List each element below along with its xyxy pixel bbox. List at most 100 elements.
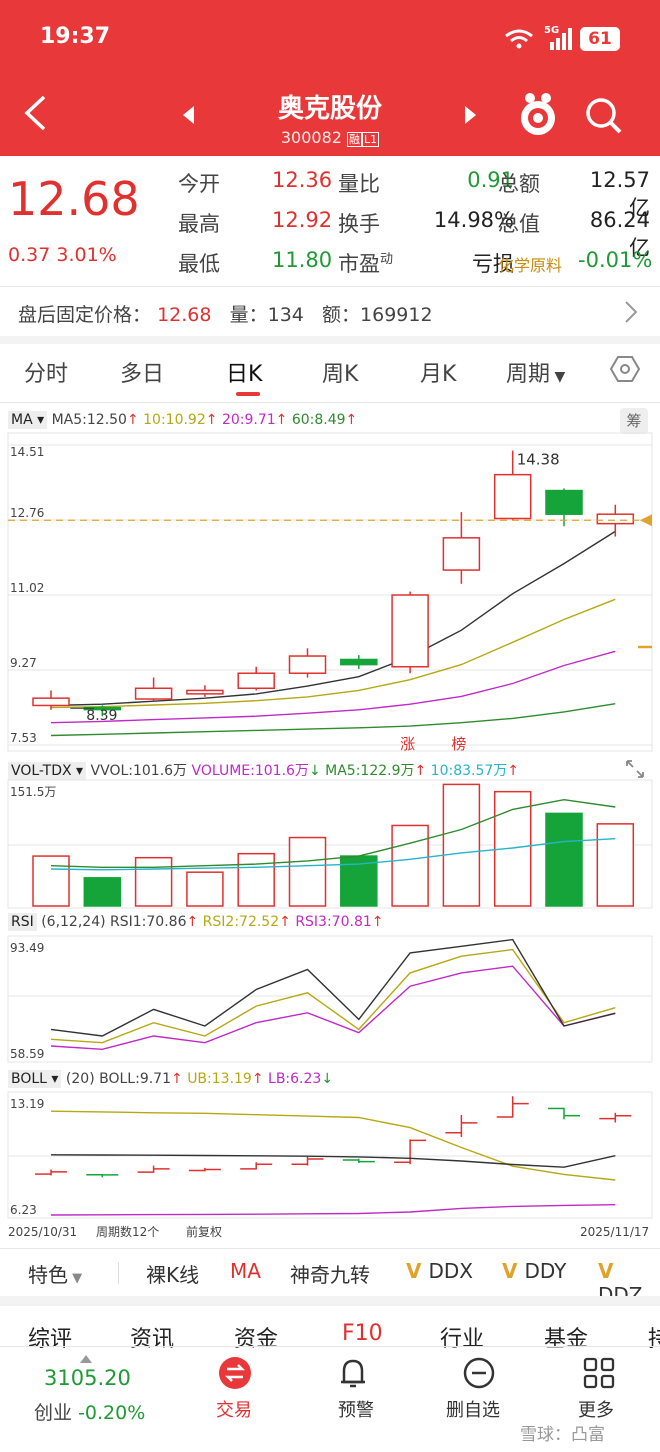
nav-label-1[interactable]: 交易 bbox=[216, 1400, 252, 1421]
volume-bar[interactable] bbox=[134, 856, 173, 907]
mascot-icon[interactable] bbox=[516, 92, 560, 142]
rsi-tick-label: 93.49 bbox=[10, 941, 44, 955]
index-value[interactable]: 3105.20 bbox=[44, 1366, 131, 1390]
volume-bar[interactable] bbox=[545, 812, 583, 907]
boll-selector[interactable]: BOLL ▾ bbox=[8, 1070, 62, 1088]
toolbar-item-3[interactable]: MA bbox=[230, 1259, 261, 1283]
ma10-value: 10:10.92 bbox=[143, 412, 206, 428]
divider bbox=[0, 402, 660, 403]
rsi2-line bbox=[50, 948, 616, 1044]
candle[interactable] bbox=[186, 689, 224, 695]
vol-selector[interactable]: VOL-TDX ▾ bbox=[8, 762, 87, 780]
search-icon[interactable] bbox=[584, 96, 624, 140]
chip-distribution-button[interactable]: 筹 bbox=[620, 408, 648, 434]
bell-icon[interactable] bbox=[336, 1356, 370, 1394]
toolbar-item-4[interactable]: 神奇九转 bbox=[290, 1259, 370, 1288]
ma-selector[interactable]: MA ▾ bbox=[8, 411, 48, 429]
vol-ma5-value: MA5:122.9万 bbox=[325, 763, 415, 779]
candle[interactable] bbox=[596, 513, 635, 525]
rsi-selector[interactable]: RSI bbox=[8, 913, 37, 931]
candle[interactable] bbox=[237, 672, 275, 690]
divider bbox=[0, 286, 660, 287]
nav-label-4[interactable]: 更多 bbox=[578, 1400, 614, 1421]
index-change: -0.20% bbox=[78, 1402, 146, 1424]
volume-bar[interactable] bbox=[596, 823, 635, 907]
candle[interactable] bbox=[340, 658, 378, 666]
caret-down-icon: ▼ bbox=[68, 1271, 83, 1286]
prev-stock-icon[interactable] bbox=[183, 106, 195, 128]
boll-params: (20) bbox=[65, 1071, 95, 1087]
back-icon[interactable] bbox=[22, 94, 48, 136]
candle[interactable] bbox=[288, 655, 327, 674]
candle[interactable] bbox=[134, 687, 173, 700]
boll-lb-value: LB:6.23 bbox=[268, 1071, 322, 1087]
quote-label: 今开 bbox=[178, 172, 220, 196]
toolbar-item-2[interactable]: 裸K线 bbox=[146, 1259, 199, 1288]
volume-bar[interactable] bbox=[32, 855, 70, 907]
price-tick-label: 7.53 bbox=[10, 731, 37, 745]
quote-value: 12.92 bbox=[272, 208, 333, 232]
info-tab-5[interactable]: 行业 bbox=[440, 1327, 485, 1352]
trade-icon[interactable] bbox=[218, 1356, 252, 1394]
divider bbox=[0, 336, 660, 344]
rsi-params: (6,12,24) bbox=[41, 914, 106, 930]
candle[interactable] bbox=[32, 697, 70, 707]
adjust-label: 前复权 bbox=[186, 1224, 222, 1239]
volume-bar[interactable] bbox=[442, 783, 481, 907]
candle[interactable] bbox=[545, 489, 583, 515]
rsi3-line bbox=[50, 965, 616, 1051]
tab-4[interactable]: 周K bbox=[322, 362, 359, 387]
tab-2[interactable]: 多日 bbox=[120, 362, 165, 387]
info-tab-7[interactable]: 持 bbox=[648, 1327, 660, 1352]
index-row[interactable]: 创业 -0.20% bbox=[34, 1398, 145, 1425]
expand-icon[interactable] bbox=[624, 758, 646, 784]
expand-up-icon[interactable] bbox=[80, 1348, 92, 1367]
volume-bar[interactable] bbox=[288, 836, 327, 907]
high-annotation: 14.38 bbox=[517, 451, 560, 469]
last-price: 12.68 bbox=[8, 172, 140, 226]
remove-watchlist-icon[interactable] bbox=[462, 1356, 496, 1394]
nav-label-2[interactable]: 预警 bbox=[338, 1400, 374, 1421]
toolbar-item-6[interactable]: V DDY bbox=[502, 1259, 566, 1283]
volume-bar[interactable] bbox=[391, 824, 429, 907]
caret-down-icon: ▼ bbox=[550, 369, 566, 385]
candle[interactable] bbox=[493, 473, 532, 520]
quote-value: -0.01% bbox=[578, 248, 653, 272]
volume-bar[interactable] bbox=[237, 852, 275, 907]
nav-label-3[interactable]: 删自选 bbox=[446, 1400, 500, 1421]
candle[interactable] bbox=[391, 594, 429, 668]
quote-value: 12.36 bbox=[272, 168, 333, 192]
next-stock-icon[interactable] bbox=[464, 106, 476, 128]
info-tab-2[interactable]: 资讯 bbox=[130, 1327, 175, 1352]
active-tab-indicator bbox=[236, 392, 260, 396]
volume-bar[interactable] bbox=[83, 877, 122, 907]
battery-level: 61 bbox=[588, 29, 612, 49]
toolbar-item-5[interactable]: V DDX bbox=[406, 1259, 473, 1283]
info-tab-1[interactable]: 综评 bbox=[28, 1327, 73, 1352]
tab-5[interactable]: 月K bbox=[420, 362, 457, 387]
quote-label: 最高 bbox=[178, 212, 220, 236]
toolbar-item-1[interactable]: 特色 ▼ bbox=[28, 1259, 82, 1288]
settings-hexagon-icon[interactable] bbox=[609, 354, 641, 388]
chevron-right-icon[interactable] bbox=[624, 300, 638, 328]
quote-value: 11.80 bbox=[272, 248, 333, 272]
ma20-value: 20:9.71 bbox=[221, 412, 276, 428]
candle[interactable] bbox=[442, 537, 481, 571]
info-tab-6[interactable]: 基金 bbox=[544, 1327, 589, 1352]
wifi-icon bbox=[504, 28, 534, 54]
price-tick-label: 12.76 bbox=[10, 506, 44, 520]
toolbar-item-label: DDY bbox=[524, 1259, 567, 1283]
grid-more-icon[interactable] bbox=[582, 1356, 616, 1394]
volume-bar[interactable] bbox=[186, 871, 224, 907]
info-tab-3[interactable]: 资金 bbox=[234, 1327, 279, 1352]
tab-1[interactable]: 分时 bbox=[24, 362, 69, 387]
watermark: 雪球：凸富 bbox=[520, 1425, 605, 1445]
rsi-tick-label: 58.59 bbox=[10, 1047, 44, 1061]
price-change: 0.37 3.01% bbox=[8, 244, 117, 266]
rsi-pane bbox=[7, 935, 653, 1063]
info-tab-4[interactable]: F10 bbox=[342, 1321, 383, 1346]
tab-6[interactable]: 周期 ▼ bbox=[506, 362, 566, 387]
tab-3[interactable]: 日K bbox=[226, 362, 263, 387]
ma5-line bbox=[50, 530, 616, 707]
